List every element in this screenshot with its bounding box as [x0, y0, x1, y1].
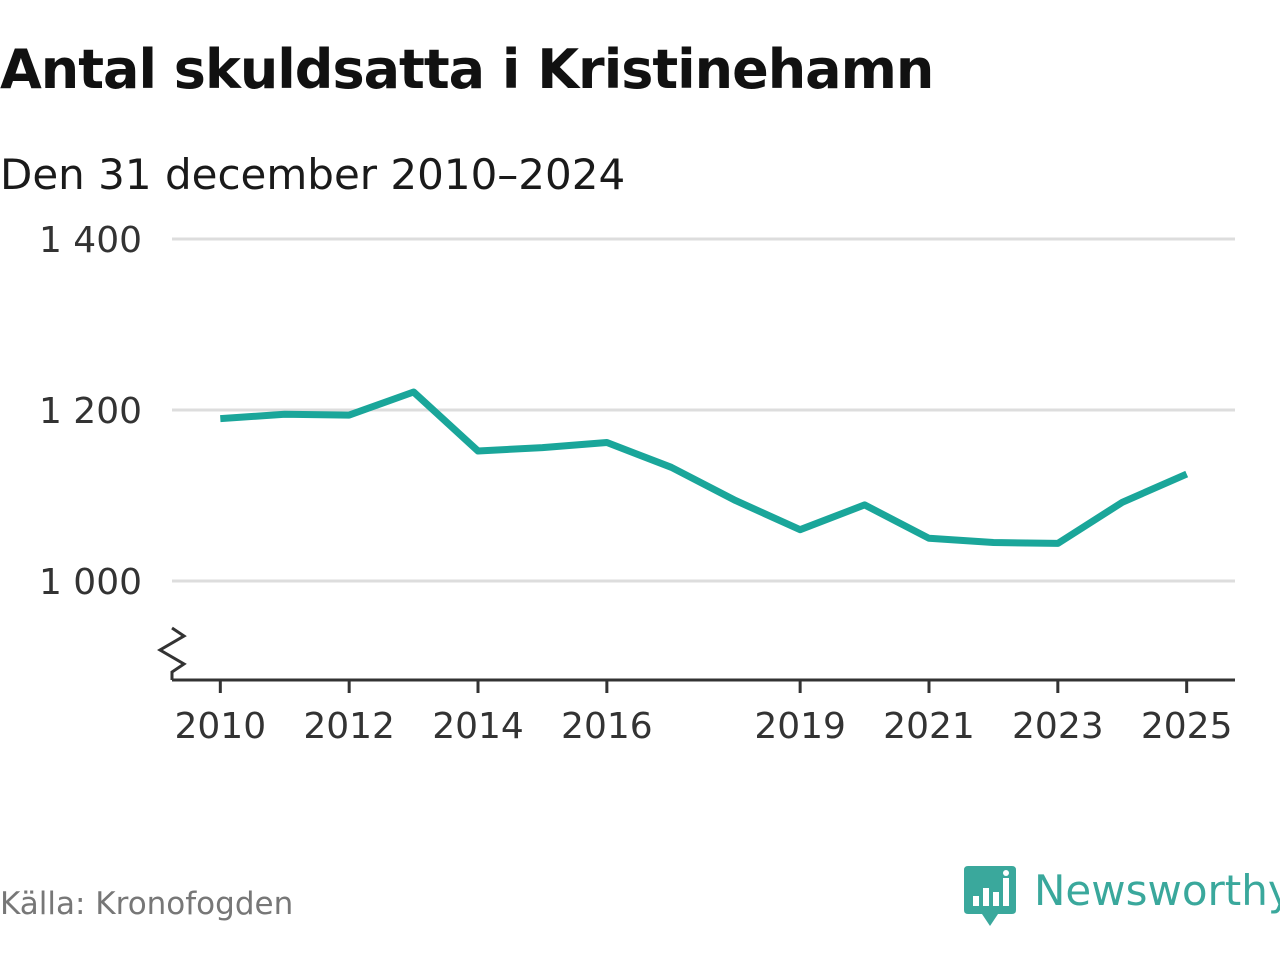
- chart-title: Antal skuldsatta i Kristinehamn: [0, 38, 934, 101]
- y-tick-label-1400: 1 400: [39, 220, 142, 261]
- source-note: Källa: Kronofogden: [0, 886, 294, 922]
- x-tick-label-2025: 2025: [1141, 706, 1233, 747]
- line-chart: 1 000 1 200 1 400 2010 2012 2014 2016 2019 2021 2…: [39, 220, 1235, 747]
- y-axis-break: [157, 626, 187, 680]
- x-tick-label-2010: 2010: [175, 706, 267, 747]
- y-tick-label-1000: 1 000: [39, 562, 142, 603]
- series-layer: [220, 388, 1189, 547]
- x-tick-label-2012: 2012: [303, 706, 395, 747]
- y-tick-label-1200: 1 200: [39, 391, 142, 432]
- grid-layer: [172, 237, 1235, 583]
- x-tick-label-2019: 2019: [754, 706, 846, 747]
- x-tick-label-2021: 2021: [883, 706, 975, 747]
- chart-subtitle: Den 31 december 2010–2024: [0, 150, 626, 199]
- brand-name: Newsworthy: [1034, 866, 1280, 915]
- x-tick-label-2023: 2023: [1012, 706, 1104, 747]
- axis-layer: [157, 626, 1235, 693]
- series-line-0: [220, 388, 1189, 547]
- x-tick-label-2014: 2014: [432, 706, 524, 747]
- newsworthy-logo-icon: [964, 866, 1016, 926]
- label-layer: 1 000 1 200 1 400 2010 2012 2014 2016 2019 2021 2…: [39, 220, 1233, 747]
- x-tick-label-2016: 2016: [561, 706, 653, 747]
